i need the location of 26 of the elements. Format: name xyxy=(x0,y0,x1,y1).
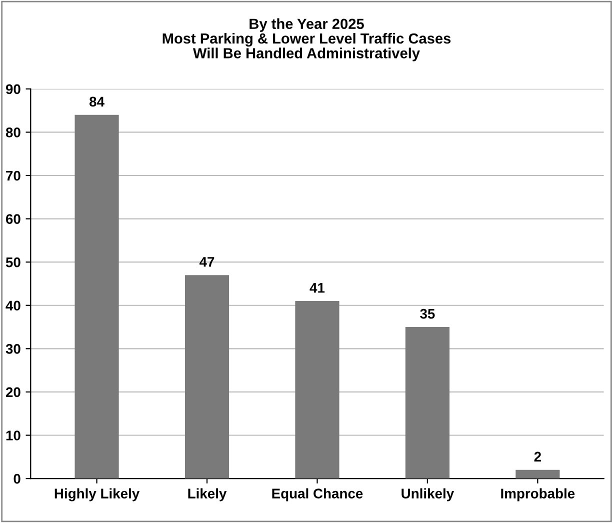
data-label: 2 xyxy=(534,452,541,462)
y-tick-label: 60 xyxy=(6,214,20,224)
x-tick-label: Improbable xyxy=(501,488,575,502)
bar xyxy=(74,114,119,479)
data-label: 47 xyxy=(199,257,214,267)
y-tick-label: 20 xyxy=(6,387,20,398)
bar xyxy=(516,470,560,479)
y-tick-label: 90 xyxy=(6,84,20,94)
y-tick-label: 50 xyxy=(6,257,20,268)
y-tick-label: 80 xyxy=(6,128,20,138)
chart-title: By the Year 2025 Most Parking & Lower Level Traffic Cases Will Be Handled Administratively xyxy=(162,18,451,62)
bar xyxy=(405,327,450,479)
y-tick-label: 70 xyxy=(6,170,20,181)
y-tick-label: 10 xyxy=(6,430,20,440)
y-tick-label: 40 xyxy=(6,300,20,311)
bar xyxy=(184,275,230,479)
y-tick-label: 30 xyxy=(6,344,20,354)
data-label: 84 xyxy=(90,96,104,107)
bar xyxy=(295,301,340,479)
x-tick-label: Unlikely xyxy=(402,488,454,502)
y-tick-label: 0 xyxy=(14,474,20,484)
data-label: 41 xyxy=(310,283,325,293)
data-label: 35 xyxy=(420,308,435,319)
x-tick-label: Equal Chance xyxy=(272,488,363,502)
x-tick-label: Highly Likely xyxy=(54,488,140,502)
x-tick-label: Likely xyxy=(188,488,227,502)
